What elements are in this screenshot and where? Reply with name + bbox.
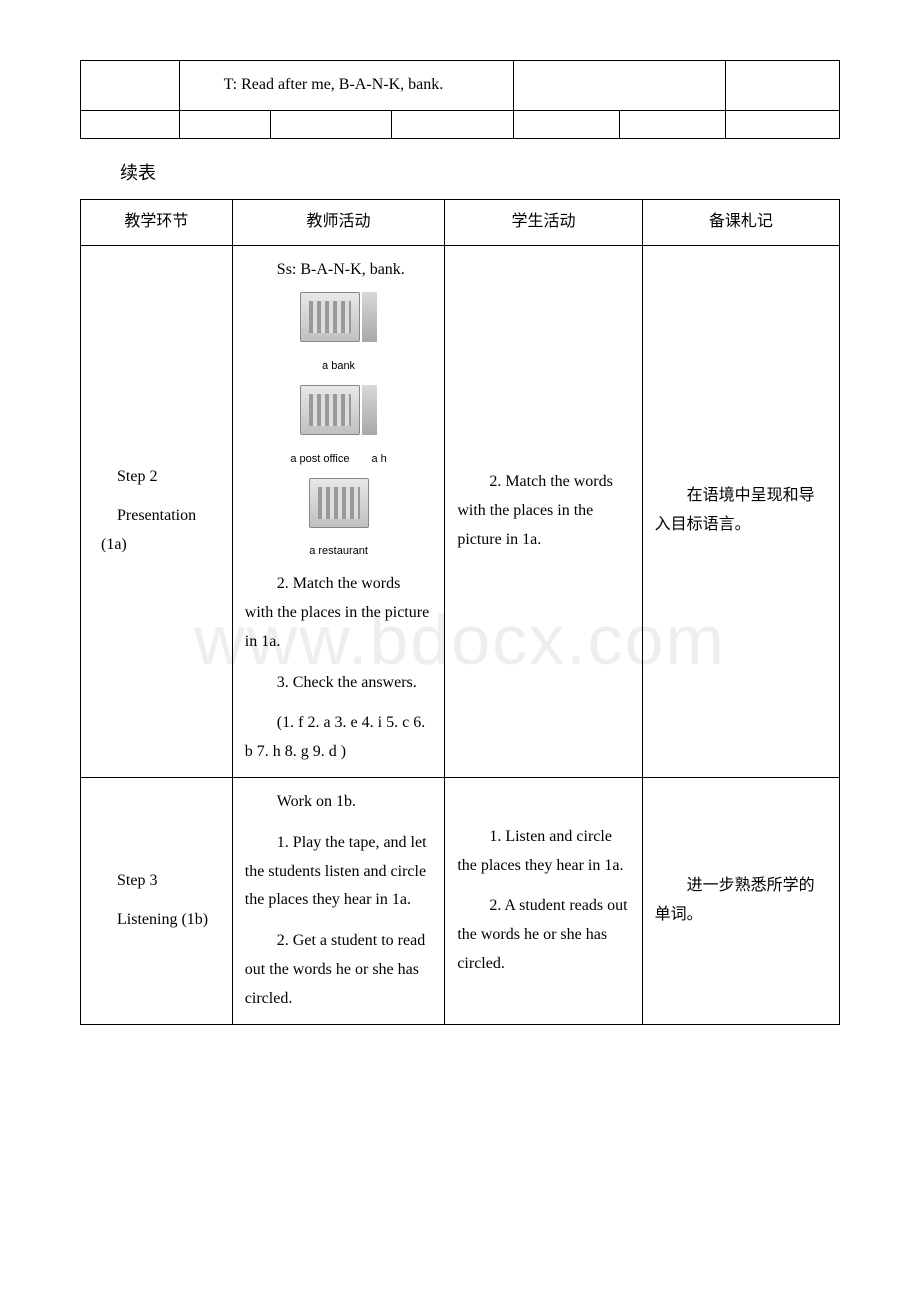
cell-empty [619, 110, 725, 138]
cell-empty [513, 61, 726, 111]
step-label: Step 2 [101, 463, 220, 492]
cell-content: T: Read after me, B-A-N-K, bank. [179, 61, 513, 111]
image-caption: a post office a h [245, 450, 433, 470]
step-label: Step 3 [101, 867, 220, 896]
student-activity-cell: 1. Listen and circle the places they hea… [445, 777, 642, 1024]
image-caption: a bank [245, 357, 433, 377]
partial-image [362, 292, 377, 342]
notes-cell: 进一步熟悉所学的单词。 [642, 777, 839, 1024]
step-cell: Step 3 Listening (1b) [81, 777, 233, 1024]
cell-empty [513, 110, 619, 138]
table-row: Step 3 Listening (1b) Work on 1b. 1. Pla… [81, 777, 840, 1024]
teacher-text: T: Read after me, B-A-N-K, bank. [192, 76, 444, 93]
notes-cell: 在语境中呈现和导入目标语言。 [642, 245, 839, 777]
step-cell: Step 2 Presentation (1a) [81, 245, 233, 777]
teacher-text: (1. f 2. a 3. e 4. i 5. c 6. b 7. h 8. g… [245, 709, 433, 767]
table-row: Step 2 Presentation (1a) Ss: B-A-N-K, ba… [81, 245, 840, 777]
building-icon [309, 478, 369, 528]
cell-empty [81, 110, 180, 138]
header-cell: 备课札记 [642, 199, 839, 245]
bank-image: a bank [245, 292, 433, 377]
image-caption: a restaurant [245, 542, 433, 562]
teacher-activity-cell: Work on 1b. 1. Play the tape, and let th… [232, 777, 445, 1024]
student-activity-cell: 2. Match the words with the places in th… [445, 245, 642, 777]
cell-empty [270, 110, 391, 138]
teacher-text: Ss: B-A-N-K, bank. [245, 256, 433, 285]
table-header-row: 教学环节 教师活动 学生活动 备课札记 [81, 199, 840, 245]
table-1: T: Read after me, B-A-N-K, bank. [80, 60, 840, 139]
building-icon [300, 292, 360, 342]
teacher-text: 1. Play the tape, and let the students l… [245, 829, 433, 915]
teacher-text: 2. Get a student to read out the words h… [245, 927, 433, 1013]
header-cell: 教师活动 [232, 199, 445, 245]
student-text: 1. Listen and circle the places they hea… [457, 823, 629, 881]
teacher-text: 3. Check the answers. [245, 669, 433, 698]
teacher-text: 2. Match the words with the places in th… [245, 570, 433, 656]
step-label: Presentation (1a) [101, 502, 220, 560]
student-text: 2. Match the words with the places in th… [457, 468, 629, 554]
cell-empty [726, 61, 840, 111]
notes-text: 进一步熟悉所学的单词。 [655, 872, 827, 930]
cell-empty [392, 110, 513, 138]
building-icon [300, 385, 360, 435]
teacher-text: Work on 1b. [245, 788, 433, 817]
post-office-image: a post office a h [245, 385, 433, 470]
table-2: 教学环节 教师活动 学生活动 备课札记 Step 2 Presentation … [80, 199, 840, 1025]
notes-text: 在语境中呈现和导入目标语言。 [655, 482, 827, 540]
student-text: 2. A student reads out the words he or s… [457, 892, 629, 978]
table-row-empty [81, 110, 840, 138]
partial-image [362, 385, 377, 435]
table-row: T: Read after me, B-A-N-K, bank. [81, 61, 840, 111]
teacher-activity-cell: Ss: B-A-N-K, bank. a bank a post office … [232, 245, 445, 777]
cell-empty [726, 110, 840, 138]
cell-empty [81, 61, 180, 111]
header-cell: 教学环节 [81, 199, 233, 245]
continuation-label: 续表 [120, 159, 840, 185]
header-cell: 学生活动 [445, 199, 642, 245]
cell-empty [179, 110, 270, 138]
step-label: Listening (1b) [101, 906, 220, 935]
restaurant-image: a restaurant [245, 478, 433, 563]
